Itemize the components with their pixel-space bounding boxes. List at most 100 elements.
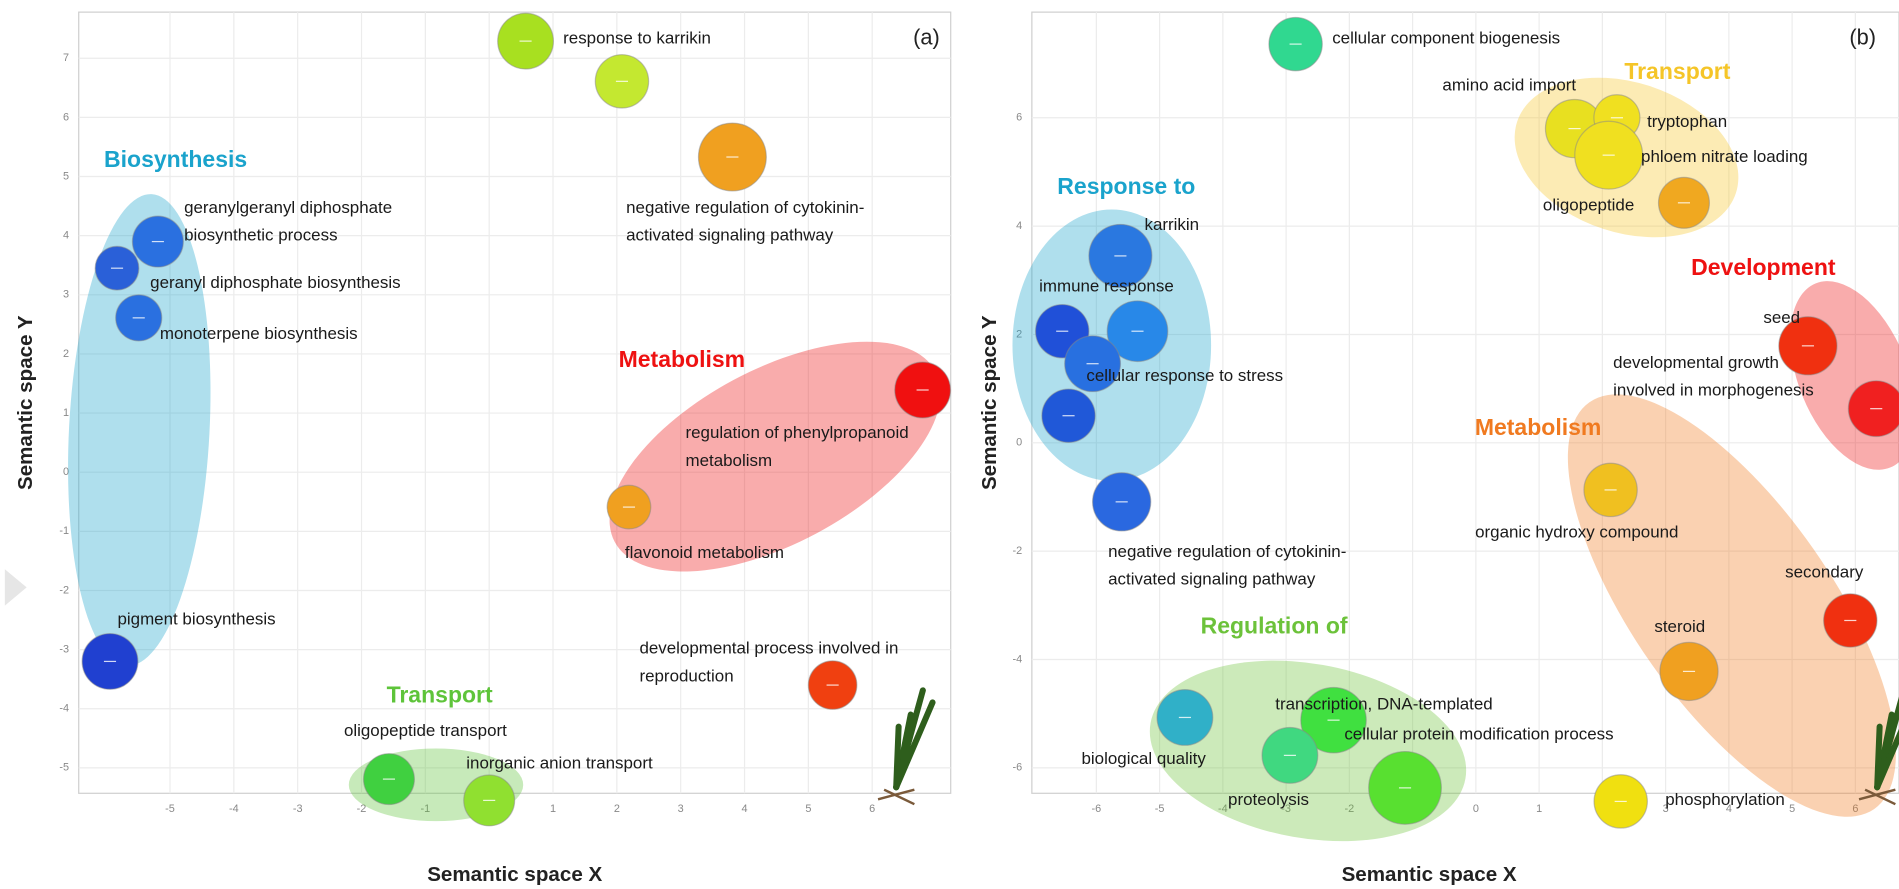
y-tick-label: 6 <box>1016 112 1022 124</box>
side-arrow <box>4 569 27 606</box>
group-ellipse <box>1567 394 1896 817</box>
point-label: proteolysis <box>1228 790 1309 809</box>
y-tick-label: -6 <box>1012 762 1022 774</box>
group-label: Transport <box>1624 58 1730 84</box>
point-label: cellular response to stress <box>1086 366 1283 385</box>
y-tick-label: -4 <box>59 703 69 715</box>
y-tick-label: 0 <box>1016 437 1022 449</box>
group-label: Transport <box>387 681 493 707</box>
point-label: geranyl diphosphate biosynthesis <box>150 273 400 292</box>
plant-root <box>1858 788 1896 806</box>
plot-area <box>1031 11 1899 794</box>
y-tick-label: 2 <box>1016 328 1022 340</box>
y-tick-label: 0 <box>63 466 69 478</box>
x-tick-label: -6 <box>1092 803 1102 815</box>
x-tick-label: -4 <box>1218 803 1228 815</box>
x-tick-label: 5 <box>1789 803 1795 815</box>
y-tick-label: 7 <box>63 52 69 64</box>
x-tick-label: 6 <box>869 803 875 815</box>
x-axis-title: Semantic space X <box>1342 863 1517 886</box>
group-ellipse <box>609 341 941 572</box>
group-label: Regulation of <box>1201 612 1348 638</box>
x-tick-label: 3 <box>1663 803 1669 815</box>
plant-root <box>877 788 915 806</box>
x-tick-label: -4 <box>229 803 239 815</box>
y-tick-label: -5 <box>59 762 69 774</box>
point-label: steroid <box>1654 617 1705 636</box>
y-tick-label: -4 <box>1012 653 1022 665</box>
x-tick-label: -2 <box>1345 803 1355 815</box>
point-label: cellular component biogenesis <box>1332 28 1560 47</box>
point-label: flavonoid metabolism <box>625 543 784 562</box>
x-tick-label: 0 <box>1473 803 1479 815</box>
point-label: phloem nitrate loading <box>1641 147 1808 166</box>
y-tick-label: 6 <box>63 111 69 123</box>
point-label: metabolism <box>685 451 772 470</box>
group-label: Metabolism <box>1475 414 1602 440</box>
y-tick-label: -3 <box>59 643 69 655</box>
point-label: organic hydroxy compound <box>1475 522 1678 541</box>
x-tick-label: 5 <box>805 803 811 815</box>
point-label: oligopeptide transport <box>344 721 507 740</box>
point-label: regulation of phenylpropanoid <box>685 423 908 442</box>
group-label: Metabolism <box>619 346 746 372</box>
x-tick-label: -3 <box>1281 803 1291 815</box>
y-tick-label: 3 <box>63 289 69 301</box>
x-axis-title: Semantic space X <box>427 863 602 886</box>
point-label: monoterpene biosynthesis <box>160 324 358 343</box>
point-label: response to karrikin <box>563 28 711 47</box>
point-label: phosphorylation <box>1665 790 1785 809</box>
y-tick-label: 1 <box>63 407 69 419</box>
point-label: karrikin <box>1144 215 1199 234</box>
point-label: seed <box>1763 308 1800 327</box>
point-label: immune response <box>1039 277 1174 296</box>
x-tick-label: 3 <box>678 803 684 815</box>
point-label: amino acid import <box>1442 75 1576 94</box>
point-label: pigment biosynthesis <box>117 610 275 629</box>
group-label: Development <box>1691 254 1836 280</box>
point-label: transcription, DNA-templated <box>1275 694 1492 713</box>
y-tick-label: 5 <box>63 170 69 182</box>
x-tick-label: 4 <box>1726 803 1732 815</box>
x-tick-label: -5 <box>1155 803 1165 815</box>
x-tick-label: -3 <box>293 803 303 815</box>
y-tick-label: -2 <box>59 584 69 596</box>
group-ellipse <box>68 194 211 666</box>
point-label: cellular protein modification process <box>1344 725 1613 744</box>
point-label: biosynthetic process <box>184 226 337 245</box>
x-tick-label: -1 <box>421 803 431 815</box>
point-label: secondary <box>1785 562 1864 581</box>
point-label: developmental process involved in <box>639 639 898 658</box>
x-tick-label: 1 <box>1536 803 1542 815</box>
point-label: oligopeptide <box>1543 195 1634 214</box>
group-label: Biosynthesis <box>104 146 247 172</box>
y-tick-label: 2 <box>63 348 69 360</box>
x-tick-label: 1 <box>550 803 556 815</box>
y-axis-title: Semantic space Y <box>14 315 37 490</box>
x-tick-label: -2 <box>357 803 367 815</box>
plant-leaf <box>1874 728 1899 791</box>
panel-label: (a) <box>913 25 940 50</box>
plant-leaf <box>893 699 936 791</box>
point-label: reproduction <box>639 667 733 686</box>
group-label: Response to <box>1057 173 1195 199</box>
point-label: activated signaling pathway <box>1108 570 1316 589</box>
point-label: activated signaling pathway <box>626 226 834 245</box>
point-label: negative regulation of cytokinin- <box>1108 542 1346 561</box>
point-label: tryptophan <box>1647 112 1727 131</box>
y-tick-label: -2 <box>1012 545 1022 557</box>
point-label: negative regulation of cytokinin- <box>626 198 864 217</box>
plant-leaf <box>893 723 902 791</box>
panel-label: (b) <box>1849 25 1876 50</box>
point-label: developmental growth <box>1613 353 1779 372</box>
x-tick-label: 6 <box>1852 803 1858 815</box>
point-label: inorganic anion transport <box>466 754 653 773</box>
y-tick-label: -1 <box>59 525 69 537</box>
x-tick-label: 4 <box>741 803 747 815</box>
point-label: involved in morphogenesis <box>1613 381 1814 400</box>
y-tick-label: 4 <box>1016 220 1022 232</box>
point-label: geranylgeranyl diphosphate <box>184 198 392 217</box>
x-tick-label: 2 <box>614 803 620 815</box>
y-tick-label: 4 <box>63 230 69 242</box>
